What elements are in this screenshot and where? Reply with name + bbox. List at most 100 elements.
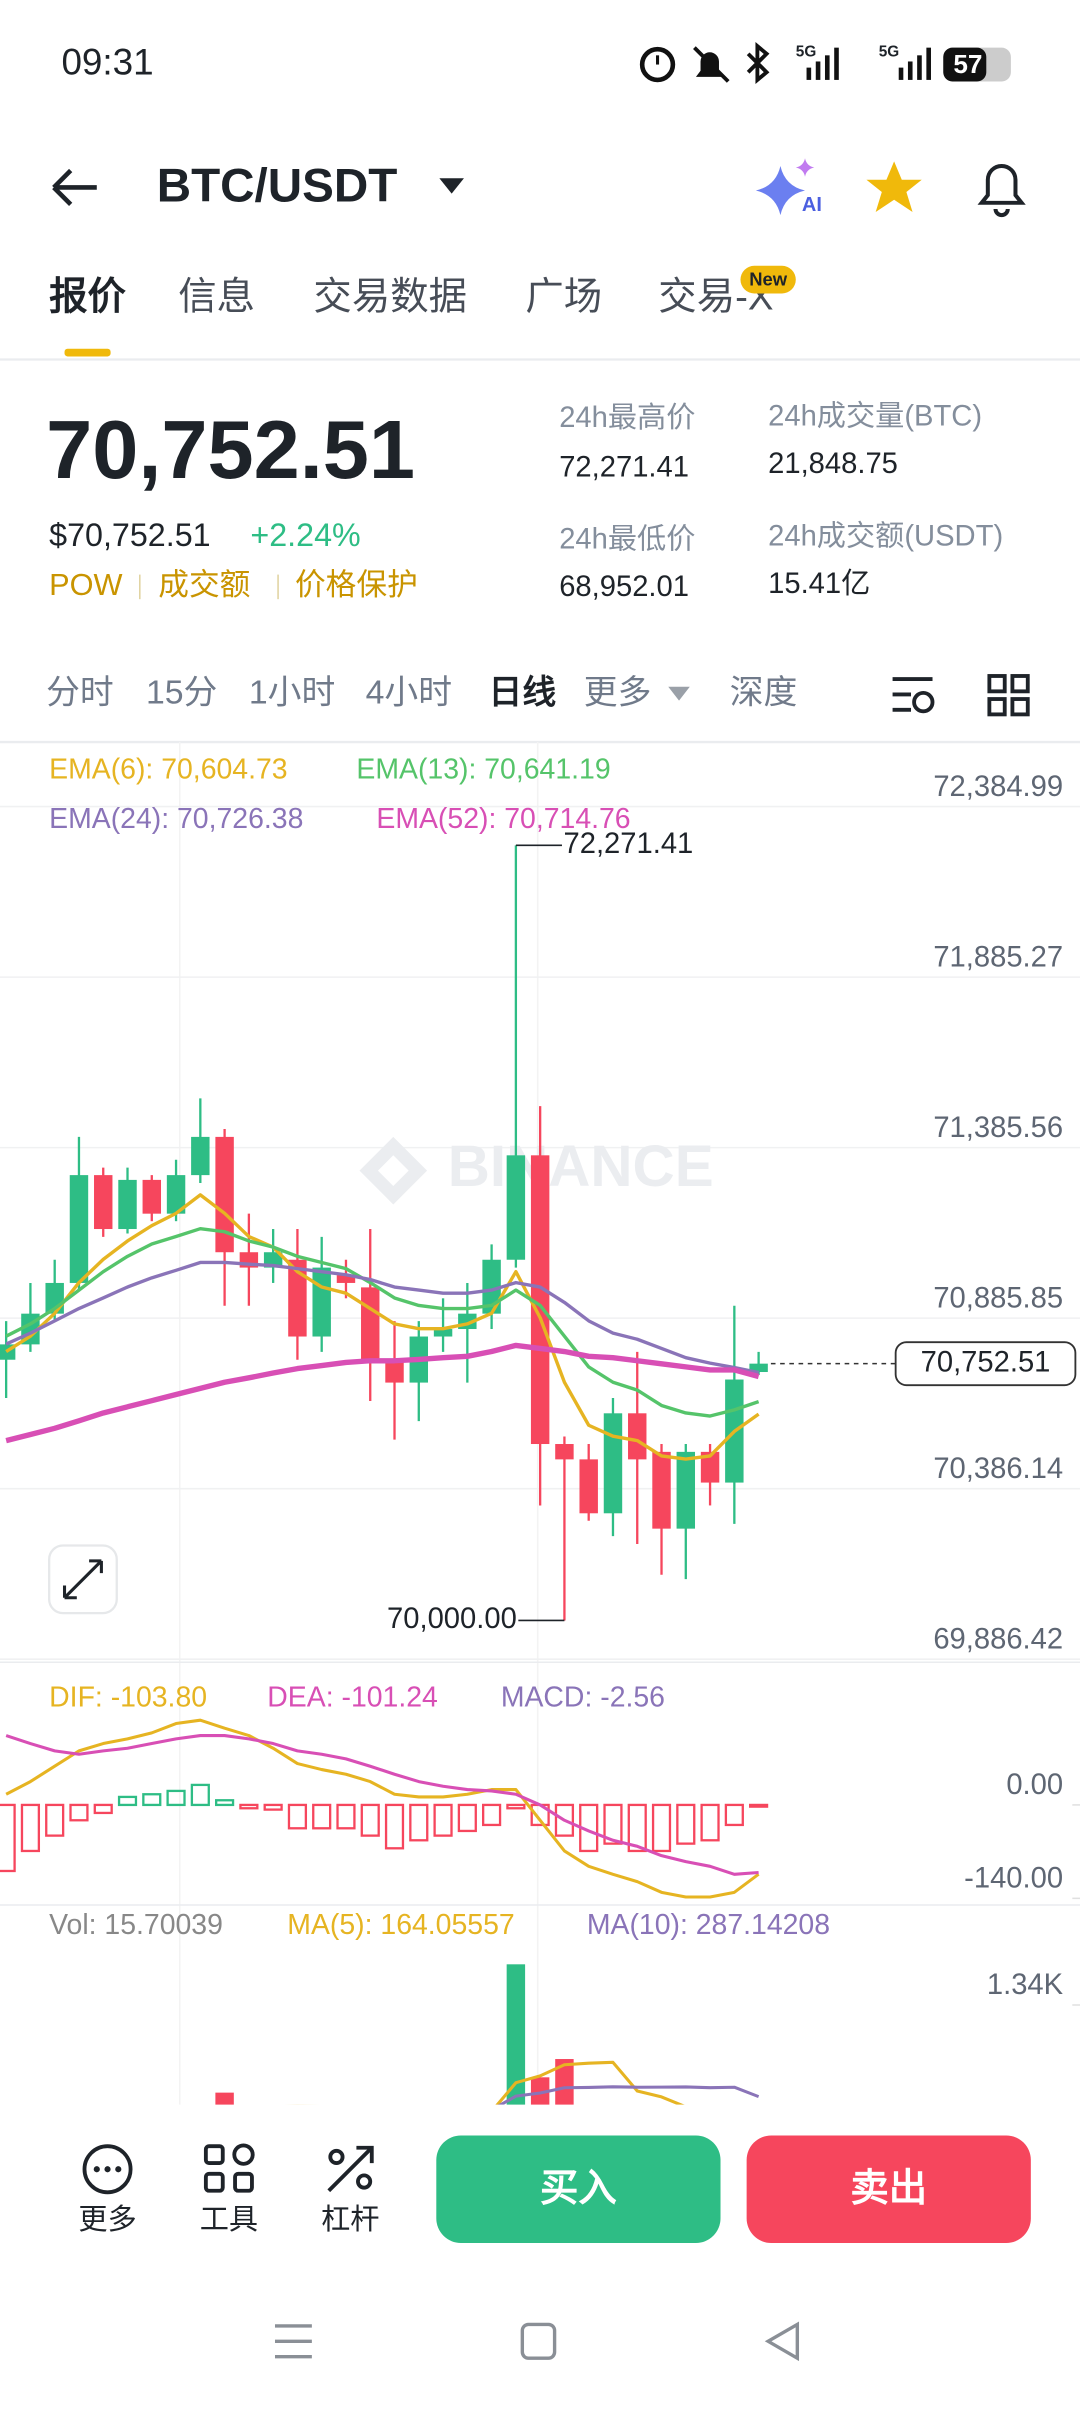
leverage-icon[interactable]: [327, 2145, 374, 2193]
buy-label[interactable]: 买入: [540, 2167, 617, 2210]
price-change: +2.24%: [250, 517, 360, 553]
candle-body: [433, 1329, 453, 1337]
battery-level: [943, 47, 987, 82]
legend-entry: Vol: 15.70039: [49, 1909, 223, 1941]
candle-body: [288, 1259, 307, 1337]
interval[interactable]: 1小时: [249, 673, 335, 711]
candle-body: [530, 1155, 550, 1445]
macd-bar: [700, 1803, 720, 1842]
legend-entry: MACD: -2.56: [501, 1682, 665, 1714]
macd-bar: [457, 1803, 477, 1833]
indicator-line: [5, 1193, 760, 1461]
high-label: 72,271.41: [564, 828, 694, 860]
y-tick-label: -140.00: [964, 1863, 1063, 1895]
tag[interactable]: 价格保护: [295, 567, 418, 602]
stat-label: 24h最高价: [559, 401, 695, 434]
interval[interactable]: 日线: [489, 673, 557, 711]
last-price: 70,752.51: [46, 403, 415, 496]
macd-bar: [142, 1793, 162, 1807]
indicator-line: [5, 1260, 759, 1375]
more-icon[interactable]: [82, 2144, 133, 2195]
volume-bar: [555, 2059, 574, 2105]
macd-bar: [554, 1803, 575, 1837]
nav-home[interactable]: [520, 2322, 557, 2360]
candle-body: [94, 1175, 113, 1230]
tag[interactable]: 成交额: [158, 567, 250, 602]
sell-button[interactable]: [746, 2135, 1031, 2243]
macd-bar: [239, 1803, 259, 1810]
status-time: 09:31: [61, 41, 153, 82]
candle-body: [312, 1267, 331, 1337]
macd-bar: [336, 1803, 356, 1830]
indicator-settings[interactable]: [892, 677, 935, 714]
candle-body: [361, 1287, 380, 1360]
volume-bar: [215, 2092, 234, 2105]
tool-label[interactable]: 杠杆: [321, 2203, 379, 2236]
interval[interactable]: 4小时: [366, 673, 452, 711]
indicator-line: [5, 1226, 760, 1418]
sell-label[interactable]: 卖出: [850, 2167, 927, 2210]
ai-label: AI: [802, 194, 822, 216]
y-tick-label: 70,386.14: [933, 1453, 1063, 1485]
candle-body: [676, 1451, 696, 1529]
legend-entry: EMA(13): 70,641.19: [356, 754, 610, 786]
chart-area: 72,384.99 71,885.27 71,385.56 70,885.85 70,3…: [0, 742, 1080, 2105]
nav-bar: [274, 2321, 800, 2362]
stat-label: 24h成交量(BTC): [768, 400, 982, 433]
macd-chart: 0.00 -140.00 DIF: -103.80 DEA: -101.24 MACD:…: [0, 1682, 1080, 1900]
macd-bar: [651, 1803, 672, 1853]
tool-label[interactable]: 更多: [78, 2203, 136, 2236]
macd-bar: [215, 1799, 235, 1807]
new-badge: [740, 265, 796, 294]
volume-bar: [506, 1964, 526, 2105]
interval[interactable]: 更多: [584, 673, 652, 711]
more-dropdown[interactable]: [668, 686, 690, 701]
candle-body: [700, 1451, 720, 1483]
alert-bell[interactable]: [977, 164, 1026, 218]
interval[interactable]: 深度: [730, 673, 798, 711]
battery-text: 57: [953, 49, 982, 79]
tag[interactable]: POW: [49, 567, 122, 602]
indicator-line: [5, 1342, 760, 1444]
last-price-box: [894, 1341, 1077, 1387]
tools-icon[interactable]: [203, 2143, 255, 2193]
tab[interactable]: 信息: [178, 276, 255, 319]
interval[interactable]: 15分: [146, 673, 217, 711]
layout-button[interactable]: [987, 674, 1030, 717]
macd-bar: [506, 1803, 526, 1810]
macd-bar: [166, 1789, 186, 1807]
stat-value: 15.41亿: [768, 567, 870, 600]
interval[interactable]: 分时: [46, 673, 114, 711]
macd-bar: [69, 1803, 89, 1822]
macd-bar: [263, 1803, 283, 1811]
tab[interactable]: 交易数据: [313, 276, 467, 319]
ai-button[interactable]: AI: [755, 158, 822, 216]
volume-chart: 1.34K Vol: 15.70039 MA(5): 164.05557 MA(10)…: [49, 1909, 1080, 2105]
macd-bar: [749, 1803, 769, 1808]
legend-entry: MA(10): 287.14208: [587, 1909, 830, 1941]
favorite-star[interactable]: [866, 161, 922, 213]
pair-title[interactable]: BTC/USDT: [157, 160, 398, 213]
tab[interactable]: 报价: [49, 276, 126, 319]
candle-body: [506, 1155, 526, 1260]
candle-body: [166, 1175, 186, 1214]
candle-body: [336, 1275, 356, 1283]
candle-body: [142, 1179, 162, 1214]
pair-dropdown[interactable]: [439, 178, 464, 194]
macd-bar: [603, 1803, 623, 1845]
low-label: 70,000.00: [387, 1603, 517, 1635]
network-label: 5G: [796, 43, 817, 60]
fiat-price: $70,752.51: [49, 517, 210, 553]
stat-value: 21,848.75: [768, 448, 898, 480]
candle-body: [579, 1459, 598, 1514]
tool-label[interactable]: 工具: [200, 2204, 258, 2236]
nav-back[interactable]: [764, 2321, 800, 2362]
tab[interactable]: 广场: [525, 276, 602, 319]
macd-bar: [312, 1803, 332, 1830]
macd-bar: [384, 1803, 405, 1850]
expand-button[interactable]: [48, 1544, 118, 1615]
buy-button[interactable]: [436, 2135, 721, 2243]
back-button[interactable]: [52, 168, 97, 206]
